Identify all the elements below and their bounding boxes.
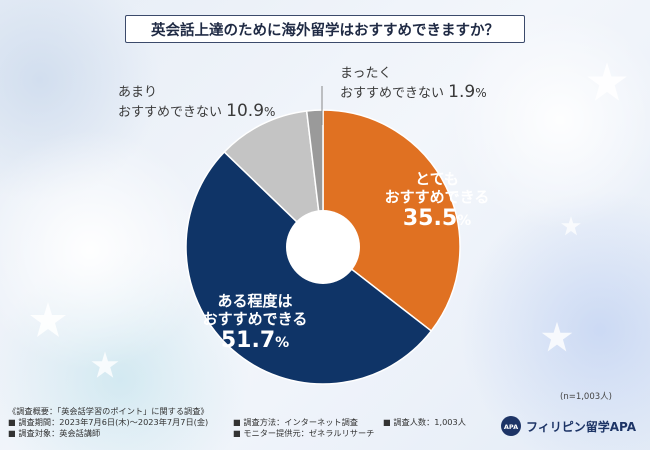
slice-label-not-at-all: まったく おすすめできない 1.9% xyxy=(340,66,487,102)
logo-text: フィリピン留学APA xyxy=(526,419,637,434)
sample-size: (n=1,003人) xyxy=(560,392,612,402)
logo-mark: APA xyxy=(504,423,518,431)
footer-method: ■ 調査方法：インターネット調査 xyxy=(233,417,358,427)
apa-logo-icon: APA xyxy=(501,416,521,436)
slice-not-much xyxy=(223,110,324,249)
footer-target: ■ 調査対象：英会話講師 xyxy=(8,428,101,439)
star-decoration xyxy=(587,62,627,101)
star-decoration xyxy=(541,321,573,352)
star-decoration xyxy=(91,351,119,378)
footer-summary: 《調査概要：「英会話学習のポイント」に関する調査》 xyxy=(8,406,209,416)
footer-provider: ■ モニター提供元：ゼネラルリサーチ xyxy=(233,428,375,439)
star-decoration xyxy=(561,216,581,236)
footer-period: ■ 調査期間：2023年7月6日(木)～2023年7月7日(金) xyxy=(8,417,209,428)
footer-people: ■ 調査人数：1,003人 xyxy=(383,417,466,427)
slice-label-somewhat: ある程度は おすすめできる 51.7% xyxy=(202,292,308,353)
slice-label-not-much: あまり おすすめできない 10.9% xyxy=(118,85,276,121)
slice-label-very: とても おすすめできる 35.5% xyxy=(384,170,490,231)
brand-logo: APA フィリピン留学APA xyxy=(500,415,636,437)
chart-title: 英会話上達のために海外留学はおすすめできますか？ xyxy=(125,15,525,43)
slice-very xyxy=(322,109,461,333)
star-decoration xyxy=(30,302,66,337)
survey-footer: 《調査概要：「英会話学習のポイント」に関する調査》 ■ 調査期間：2023年7月… xyxy=(8,406,648,446)
donut-hole xyxy=(286,210,360,284)
